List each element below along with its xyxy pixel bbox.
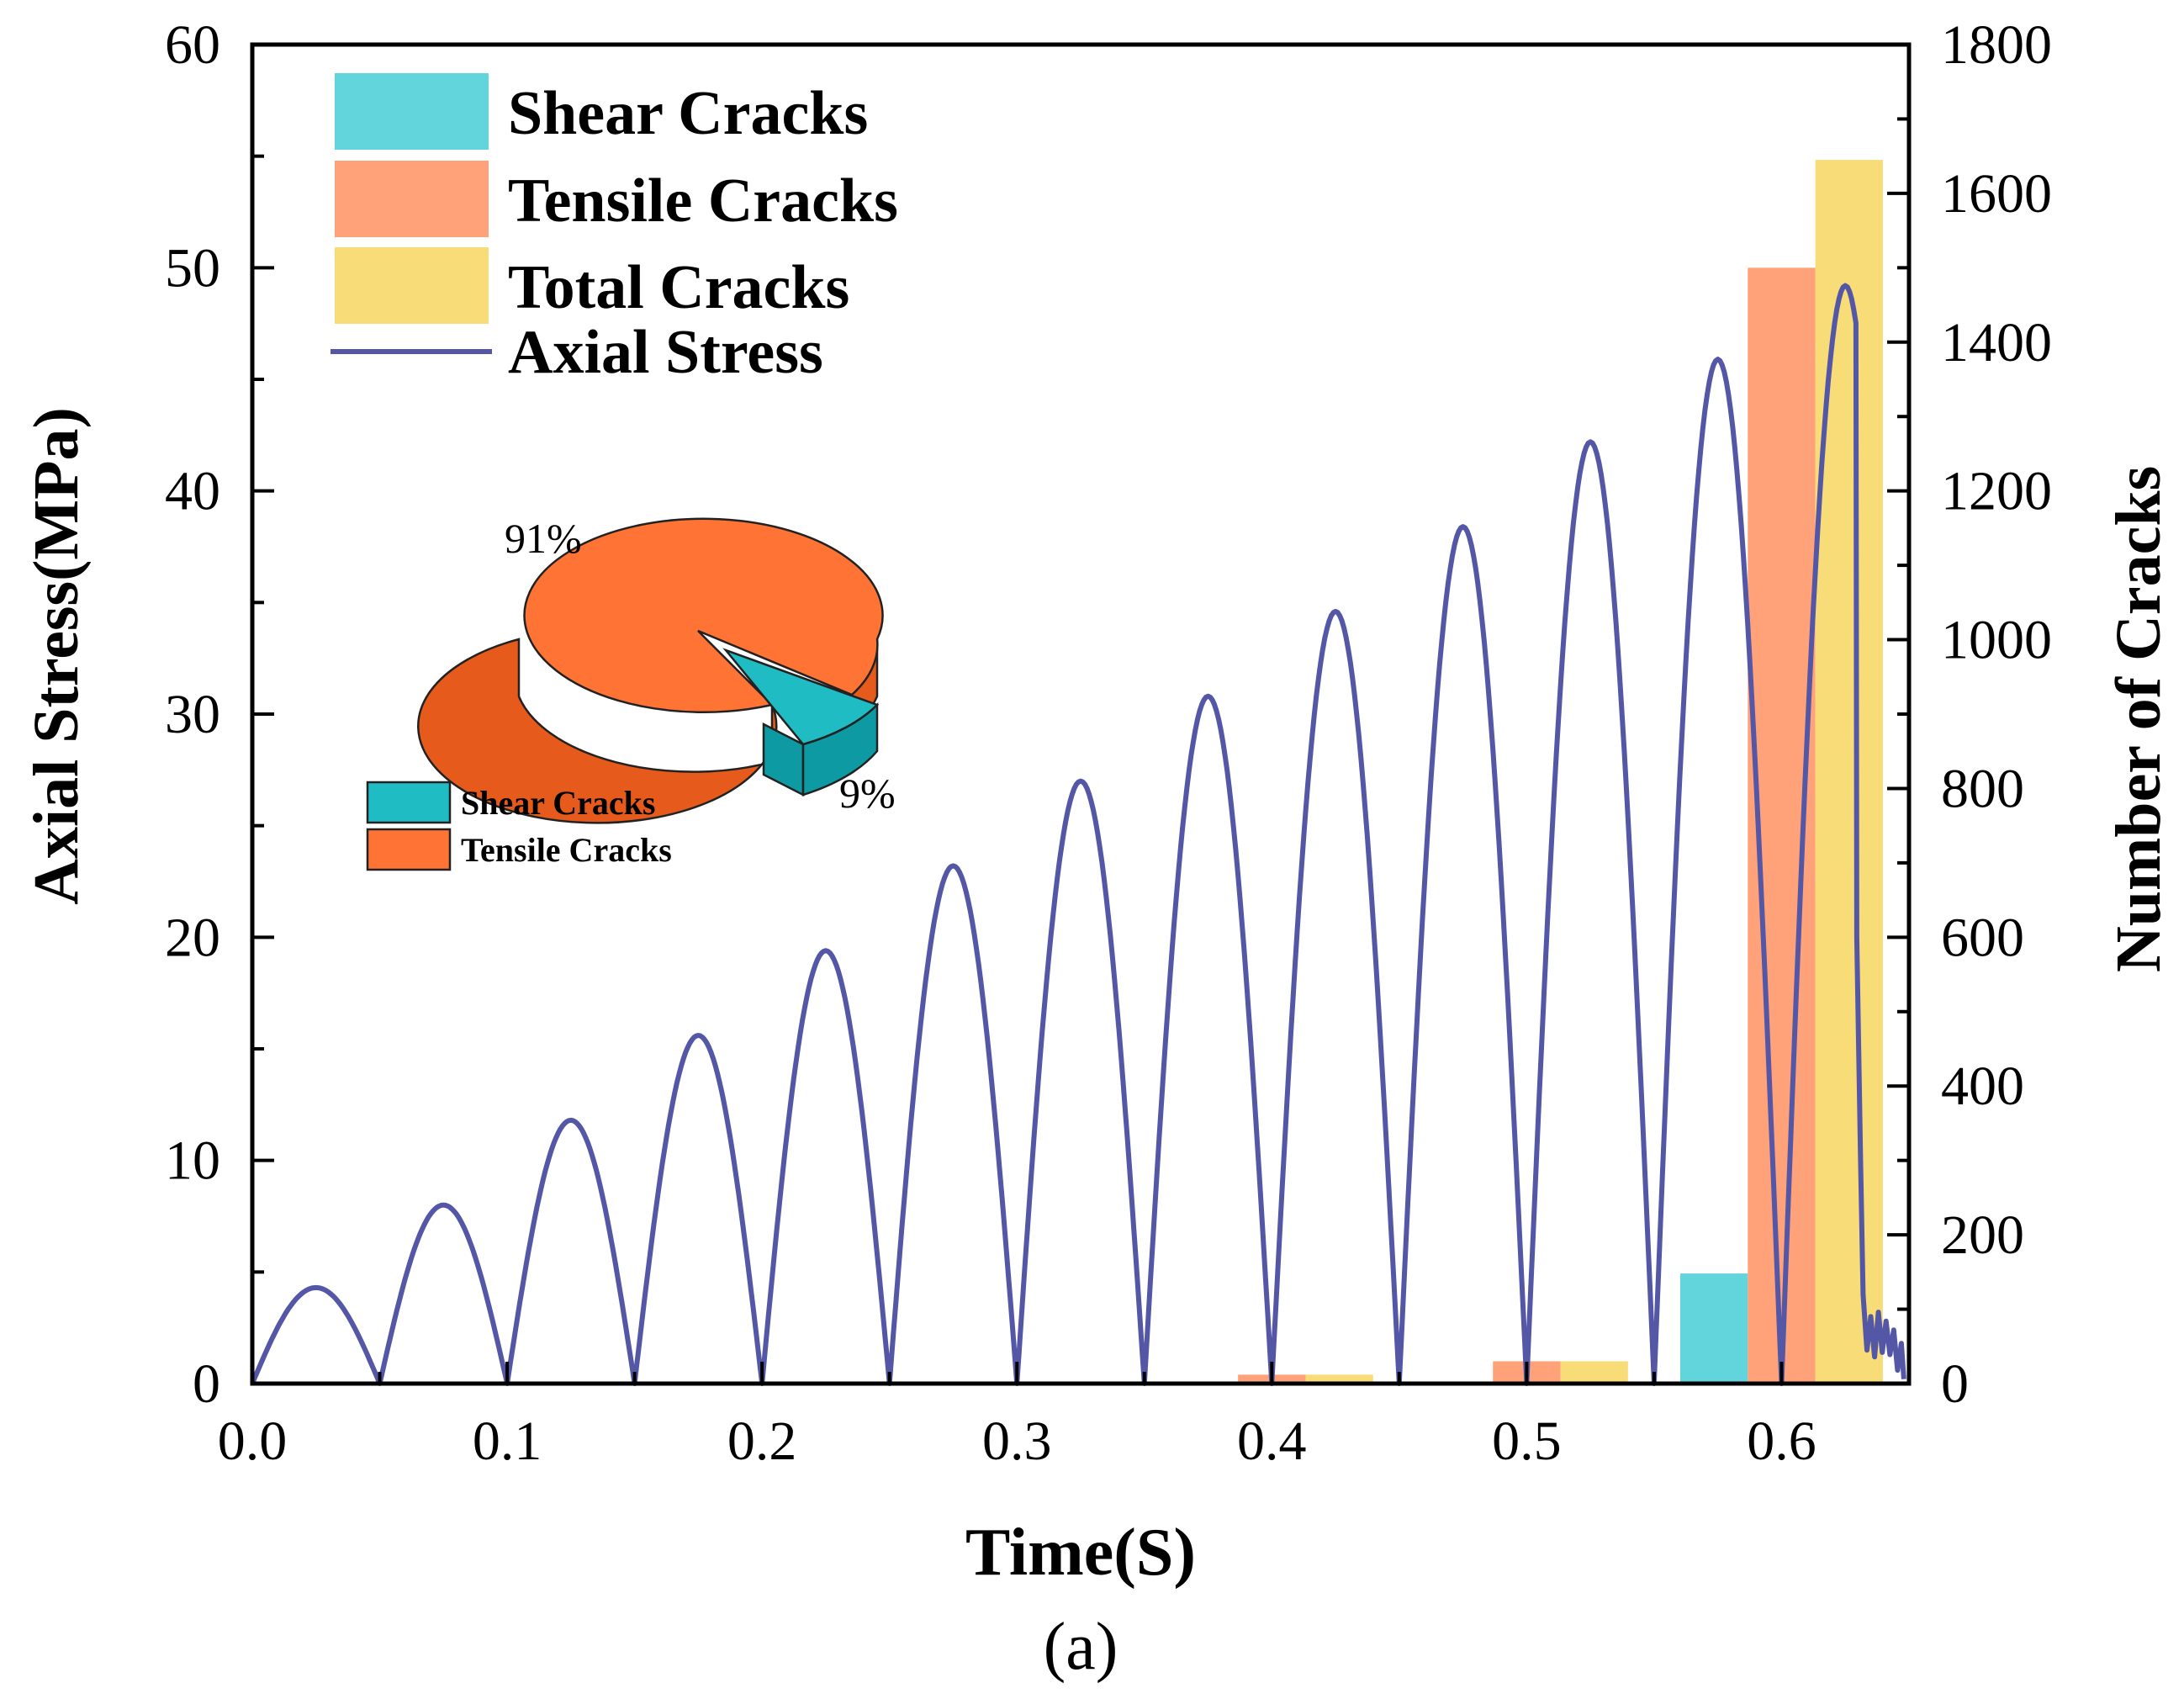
legend-label-tensile: Tensile Cracks (508, 167, 898, 236)
x-axis-ticks: 0.0 0.1 0.2 0.3 0.4 0.5 0.6 (218, 1362, 1816, 1472)
y2-tick-label: 800 (1941, 758, 2024, 819)
pie-legend-label-shear: Shear Cracks (461, 784, 655, 822)
y-tick-label: 60 (165, 14, 220, 76)
pie-slice-tensile-side (417, 638, 778, 824)
main-legend: Shear Cracks Tensile Cracks Total Cracks… (331, 73, 898, 387)
pie-pct-tensile: 91% (505, 515, 582, 562)
y2-tick-label: 400 (1941, 1056, 2024, 1117)
pie-legend-label-tensile: Tensile Cracks (461, 831, 672, 869)
y2-axis-title: Number of Cracks (2103, 466, 2174, 972)
x-tick-label: 0.3 (982, 1411, 1052, 1472)
legend-label-total: Total Cracks (508, 253, 849, 322)
x-tick-label: 0.4 (1237, 1411, 1307, 1472)
y-tick-label: 0 (193, 1353, 220, 1415)
bar-total-0 (1305, 1374, 1373, 1384)
pie-pct-shear: 9% (839, 770, 896, 817)
x-tick-label: 0.2 (727, 1411, 797, 1472)
y2-tick-label: 1000 (1941, 610, 2052, 671)
y2-tick-label: 1400 (1941, 312, 2052, 373)
bar-shear-2 (1679, 1273, 1748, 1384)
x-tick-label: 0.0 (218, 1411, 288, 1472)
legend-label-stress: Axial Stress (508, 318, 823, 387)
bar-total-2 (1815, 160, 1883, 1384)
x-tick-label: 0.5 (1492, 1411, 1562, 1472)
pie-legend-swatch-shear (366, 781, 452, 824)
y-axis-title: Axial Stress(MPa) (21, 407, 92, 905)
figure-caption: (a) (1044, 1610, 1118, 1684)
y-tick-label: 30 (165, 684, 220, 745)
crack-ratio-pie: 91% 9% Shear Cracks Tensile Cracks (366, 515, 896, 871)
pie-slice-shear (722, 648, 880, 746)
y2-tick-label: 0 (1941, 1353, 1969, 1415)
axial-stress-line (250, 283, 1906, 1386)
y-tick-label: 40 (165, 461, 220, 522)
pie-slice-tensile (523, 517, 884, 713)
legend-swatch-tensile (335, 161, 489, 237)
y2-tick-label: 600 (1941, 907, 2024, 968)
bar-total-1 (1560, 1361, 1628, 1384)
x-axis-title: Time(S) (965, 1516, 1196, 1590)
y2-tick-label: 1800 (1941, 14, 2052, 76)
y-tick-label: 50 (165, 237, 220, 299)
x-tick-label: 0.6 (1747, 1411, 1816, 1472)
y-tick-label: 10 (165, 1130, 220, 1192)
pie-legend-swatch-tensile (366, 828, 452, 871)
legend-label-shear: Shear Cracks (508, 79, 868, 148)
y2-tick-label: 1600 (1941, 163, 2052, 225)
y2-tick-label: 1200 (1941, 461, 2052, 522)
x-tick-label: 0.1 (473, 1411, 542, 1472)
y-tick-label: 20 (165, 907, 220, 968)
y2-tick-label: 200 (1941, 1204, 2024, 1266)
legend-swatch-total (335, 247, 489, 324)
y2-axis-ticks: 0 200 400 600 800 1000 1200 1400 1600 1800 (1887, 14, 2052, 1415)
y-axis-ticks: 0 10 20 30 40 50 60 (165, 14, 274, 1415)
legend-swatch-shear (335, 73, 489, 150)
